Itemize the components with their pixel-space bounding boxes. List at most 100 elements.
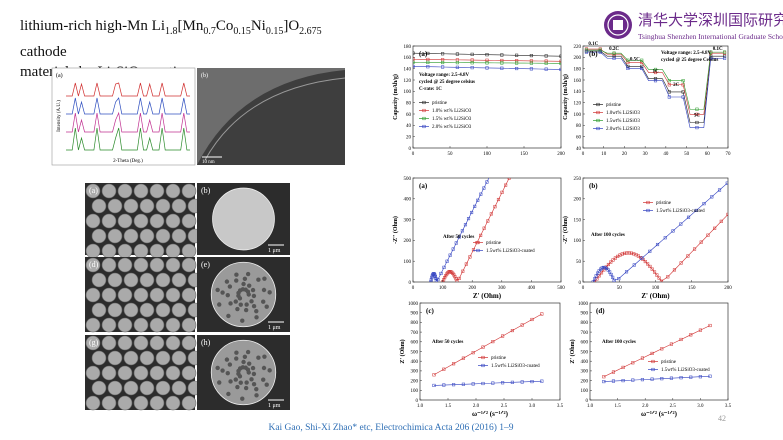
curve-marker — [609, 260, 613, 264]
curve-line — [413, 66, 561, 70]
sem-texture — [246, 361, 252, 366]
curve-marker — [501, 334, 505, 338]
curve-marker — [413, 64, 415, 68]
curve-marker — [659, 279, 663, 282]
sem-sphere — [139, 350, 155, 366]
sem-texture — [243, 307, 249, 313]
sem-texture — [261, 287, 267, 293]
sem-texture — [225, 370, 230, 376]
sem-sphere — [85, 365, 101, 381]
sem-sphere — [181, 365, 197, 381]
sem-sphere — [155, 350, 171, 366]
legend-label: 1.5wt% Li2SiO3-coated — [661, 368, 710, 373]
xrd-curve — [66, 82, 190, 97]
curve-marker — [681, 95, 685, 99]
y-tick-label: 900 — [581, 312, 589, 317]
curve-line — [586, 48, 725, 115]
curve-marker — [485, 180, 489, 184]
title-subscript: 0.15 — [233, 26, 251, 37]
sem-texture — [233, 299, 238, 304]
sem-sphere — [117, 365, 133, 381]
sem-sphere — [165, 317, 181, 333]
sem-sphere — [133, 257, 149, 273]
sem-sphere — [149, 317, 165, 333]
curve-marker — [479, 233, 483, 237]
legend-marker — [651, 367, 655, 372]
sem-texture — [234, 272, 239, 277]
sem-texture — [235, 384, 240, 390]
x-tick-label: 100 — [483, 152, 491, 157]
y-tick-label: 220 — [574, 45, 582, 50]
x-tick-label: 20 — [622, 152, 628, 157]
curve-marker — [489, 175, 492, 178]
legend-marker — [481, 355, 485, 360]
legend-marker — [422, 108, 426, 113]
curve-marker — [726, 212, 728, 216]
curve-marker — [441, 58, 445, 62]
rate-label: 0.2C — [609, 47, 619, 52]
curve-marker — [426, 57, 430, 62]
sem-sphere — [101, 395, 117, 411]
sem-sphere — [149, 213, 165, 229]
curve-marker — [529, 54, 533, 58]
legend-label: 2.0% wt% Li2SiO3 — [432, 125, 472, 130]
curve-marker — [471, 248, 476, 252]
y-tick-label: 120 — [404, 79, 412, 84]
sem-sphere — [85, 257, 101, 273]
curve-marker — [612, 278, 616, 282]
curve-marker — [689, 333, 693, 337]
curve-marker — [667, 95, 671, 99]
curve-marker — [485, 66, 489, 70]
curve-marker — [710, 195, 714, 199]
sem-sphere — [171, 380, 187, 396]
sem-sphere — [117, 213, 133, 229]
curve-marker — [485, 53, 489, 57]
xrd-image — [51, 67, 196, 166]
sem-sphere — [165, 365, 181, 381]
sem-sphere — [210, 261, 277, 328]
y-tick-label: 80 — [576, 124, 582, 129]
sem-sphere — [101, 183, 117, 199]
curve-marker — [623, 251, 627, 255]
panel-label: (c) — [426, 307, 434, 315]
x-tick-label: 50 — [684, 152, 690, 157]
curve-marker — [681, 79, 685, 83]
curve-marker — [442, 367, 446, 371]
sem-texture — [217, 302, 222, 307]
curve-marker — [559, 67, 561, 72]
sem-sphere — [101, 335, 117, 351]
tem-edge — [204, 77, 346, 161]
citation: Kai Gao, Shi-Xi Zhao* etc, Electrochimic… — [268, 422, 513, 433]
sem-sphere — [171, 272, 187, 288]
y-tick-label: 800 — [581, 321, 589, 326]
plot-note: After 100 cycles — [591, 233, 625, 238]
curve-marker — [713, 226, 717, 230]
x-axis-label: Z' (Ohm) — [641, 292, 670, 300]
y-tick-label: 40 — [576, 147, 582, 152]
plot-note: Voltage range: 2.5-4.8V — [661, 51, 711, 56]
curve-marker — [559, 61, 561, 65]
data-curve — [584, 50, 727, 130]
curve-marker — [530, 317, 534, 322]
sem-sphere — [181, 287, 197, 303]
curve-marker — [606, 262, 610, 267]
title-text: ]O — [283, 18, 300, 34]
curve-marker — [464, 262, 468, 266]
curve-marker — [694, 208, 698, 213]
curve-marker — [709, 50, 713, 54]
panel-label: (b) — [589, 50, 598, 58]
sem-texture — [220, 368, 225, 373]
x-tick-label: 3.5 — [725, 404, 732, 409]
plot-note: cycled @ 25 degree Celsius — [661, 58, 718, 63]
x-tick-label: 200 — [468, 286, 476, 291]
sem-sphere — [85, 317, 101, 333]
y-tick-label: 500 — [404, 177, 412, 182]
sem-sphere — [181, 213, 197, 229]
plot-note: Voltage range: 2.5-4.8V — [419, 73, 469, 78]
legend-label: pristine — [486, 241, 502, 246]
curve-marker — [640, 378, 644, 382]
panel-label: (a) — [89, 186, 98, 195]
curve-line — [586, 49, 725, 110]
curve-marker — [470, 210, 474, 215]
